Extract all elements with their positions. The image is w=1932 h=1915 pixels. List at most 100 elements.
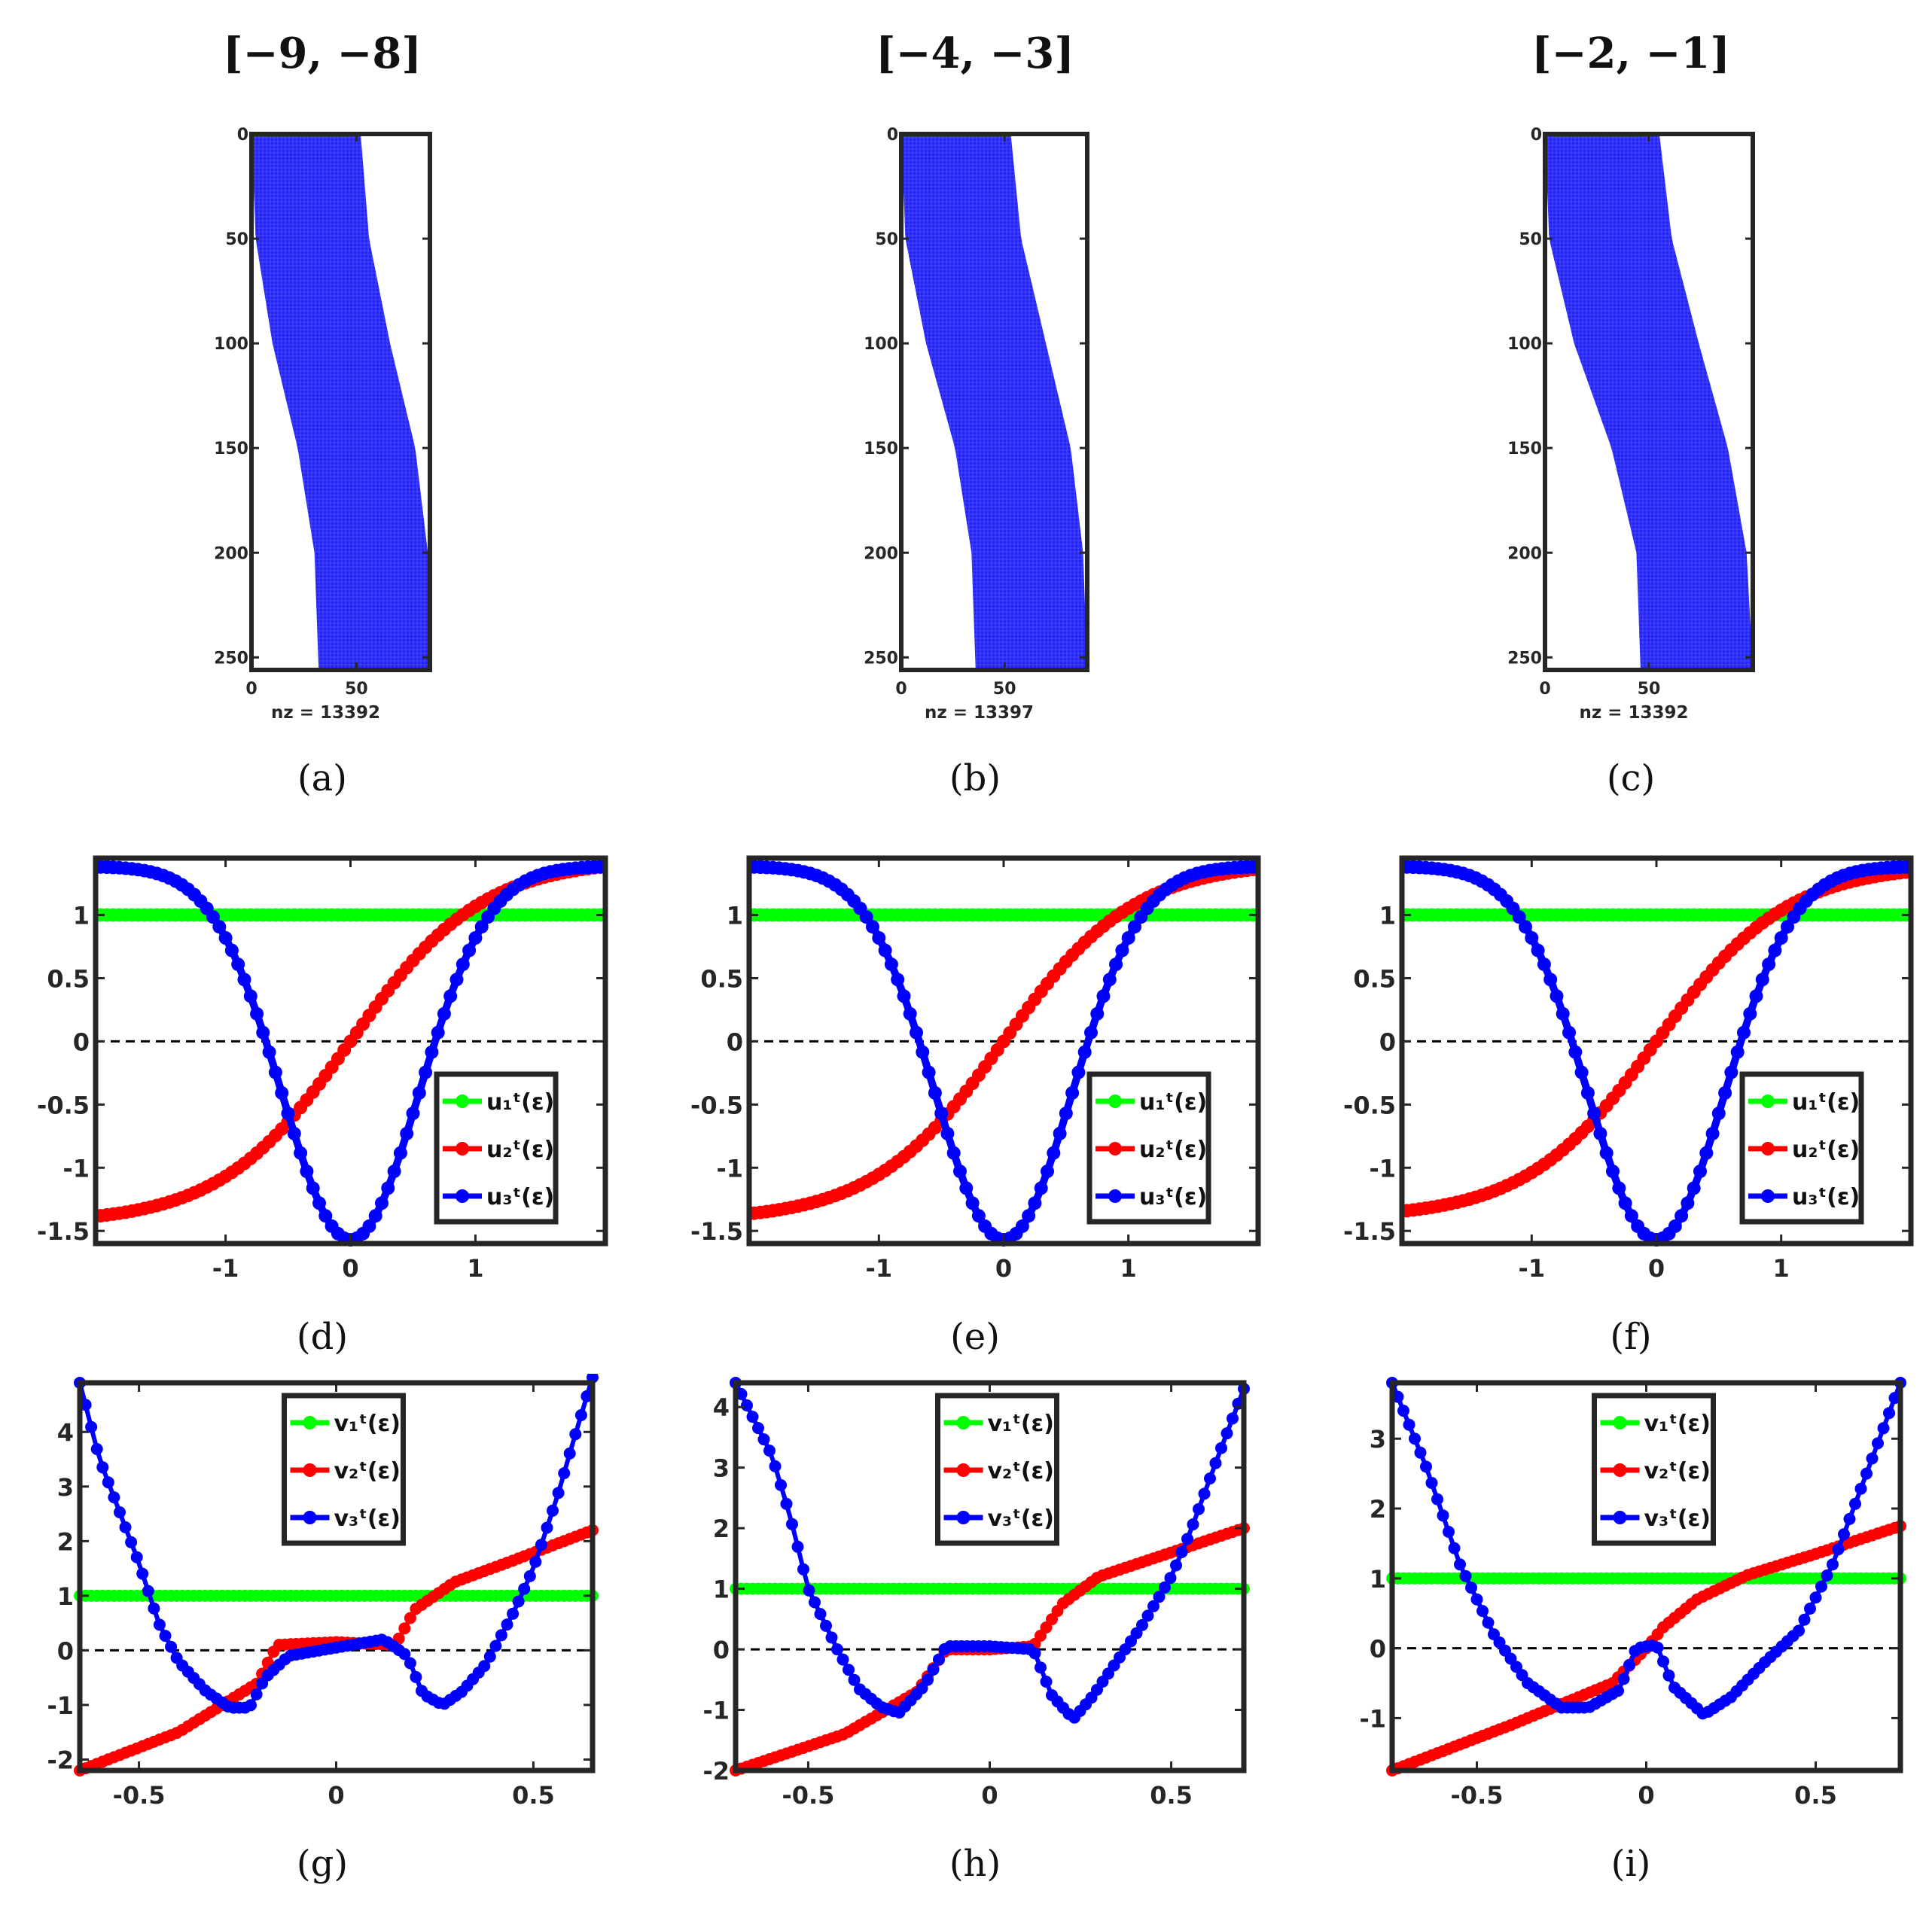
data-point bbox=[1028, 1647, 1041, 1660]
data-point bbox=[218, 931, 233, 945]
data-point bbox=[1612, 1181, 1626, 1195]
data-point bbox=[1662, 1669, 1675, 1682]
data-point bbox=[848, 1673, 861, 1686]
y-tick-label: 100 bbox=[214, 335, 248, 354]
y-tick-label: 100 bbox=[864, 335, 898, 354]
data-point bbox=[1198, 1487, 1211, 1500]
panel-caption: (g) bbox=[297, 1843, 348, 1885]
data-point bbox=[456, 958, 470, 972]
line-panel-i: -1 0 1 2 3 -0.5 0 0.5 v₁ᵗ(ε) v₂ᵗ(ε) v₃ᵗ(ε) (i) bbox=[1359, 1377, 1906, 1885]
x-tick-label: 0 bbox=[245, 680, 257, 699]
data-point bbox=[1832, 1543, 1845, 1556]
data-point bbox=[501, 1618, 513, 1631]
data-point bbox=[1749, 989, 1763, 1003]
data-point bbox=[419, 1065, 433, 1079]
x-tick-label: 0.5 bbox=[1150, 1781, 1193, 1810]
legend-label: v₁ᵗ(ε) bbox=[1644, 1411, 1711, 1437]
data-point bbox=[368, 1209, 382, 1223]
data-point bbox=[1612, 1685, 1624, 1697]
data-point bbox=[294, 1146, 308, 1160]
panel-caption: (a) bbox=[297, 757, 347, 799]
data-point bbox=[563, 1447, 576, 1460]
legend: u₁ᵗ(ε) u₂ᵗ(ε) u₃ᵗ(ε) bbox=[1086, 1071, 1211, 1225]
data-point bbox=[1693, 1165, 1707, 1179]
legend-label: u₃ᵗ(ε) bbox=[1139, 1184, 1207, 1210]
data-point bbox=[474, 920, 489, 934]
legend-label: v₁ᵗ(ε) bbox=[334, 1411, 401, 1437]
data-point bbox=[1687, 1181, 1701, 1195]
y-tick-label: 0 bbox=[57, 1636, 74, 1665]
data-point bbox=[1059, 1107, 1073, 1121]
data-point bbox=[1593, 1126, 1607, 1140]
data-point bbox=[462, 943, 477, 958]
legend-swatch-marker bbox=[1761, 1095, 1775, 1108]
data-point bbox=[959, 1181, 974, 1195]
y-tick-label: 3 bbox=[713, 1454, 730, 1483]
x-tick-label: -1 bbox=[1519, 1254, 1546, 1283]
legend-label: u₂ᵗ(ε) bbox=[1792, 1137, 1860, 1163]
y-tick-label: 100 bbox=[1507, 335, 1542, 354]
data-point bbox=[922, 1673, 934, 1686]
data-point bbox=[558, 1467, 571, 1480]
data-point bbox=[468, 931, 483, 945]
panel-caption: (c) bbox=[1607, 757, 1655, 799]
spy-panel-b: 0 50 100 150 200 250 0 50 nz = 13397 [−4, −3] (b) bbox=[864, 29, 1089, 799]
data-point bbox=[775, 1478, 787, 1491]
y-tick-label: 0 bbox=[1370, 1635, 1386, 1664]
data-point bbox=[1437, 1509, 1449, 1522]
legend-label: v₂ᵗ(ε) bbox=[988, 1458, 1054, 1484]
data-point bbox=[1420, 1460, 1432, 1473]
y-tick-label: 150 bbox=[214, 440, 248, 458]
legend-label: u₁ᵗ(ε) bbox=[486, 1089, 554, 1116]
data-point bbox=[1170, 1559, 1182, 1572]
data-point bbox=[1454, 1558, 1466, 1571]
data-point bbox=[224, 943, 239, 958]
x-tick-label: 0 bbox=[1648, 1254, 1665, 1283]
data-point bbox=[114, 1506, 126, 1518]
y-tick-label: -1.5 bbox=[37, 1217, 90, 1246]
legend-swatch-marker bbox=[1613, 1463, 1627, 1477]
data-point bbox=[1153, 1591, 1166, 1603]
data-point bbox=[1065, 1085, 1080, 1100]
y-tick-label: -1 bbox=[62, 1154, 90, 1183]
data-point bbox=[1531, 943, 1545, 958]
data-point bbox=[1034, 1181, 1048, 1195]
data-point bbox=[1115, 943, 1129, 958]
data-point bbox=[1084, 1025, 1098, 1040]
data-point bbox=[425, 1045, 439, 1059]
data-point bbox=[387, 1165, 401, 1179]
data-point bbox=[916, 1682, 928, 1694]
data-point bbox=[410, 1670, 422, 1683]
data-point bbox=[306, 1181, 320, 1195]
data-point bbox=[757, 1433, 770, 1446]
series-1 bbox=[1400, 908, 1913, 922]
data-point bbox=[1028, 1196, 1042, 1210]
y-tick-label: 2 bbox=[57, 1527, 74, 1556]
data-point bbox=[231, 958, 245, 972]
data-point bbox=[1668, 1219, 1682, 1233]
data-point bbox=[90, 1443, 103, 1455]
data-point bbox=[752, 1422, 764, 1435]
data-point bbox=[797, 1563, 809, 1576]
data-point bbox=[1459, 1569, 1472, 1582]
data-point bbox=[1550, 989, 1564, 1003]
data-point bbox=[431, 1025, 445, 1040]
data-point bbox=[1798, 1613, 1811, 1626]
data-point bbox=[1403, 1418, 1415, 1431]
data-point bbox=[1121, 931, 1135, 945]
data-point bbox=[1512, 910, 1526, 924]
data-point bbox=[1015, 1219, 1029, 1233]
legend: v₁ᵗ(ε) v₂ᵗ(ε) v₃ᵗ(ε) bbox=[282, 1393, 406, 1546]
data-point bbox=[965, 1196, 980, 1210]
panel-title: [−4, −3] bbox=[876, 29, 1074, 78]
data-point bbox=[1681, 1196, 1695, 1210]
data-point bbox=[878, 943, 892, 958]
data-point bbox=[1159, 1581, 1171, 1594]
data-point bbox=[1793, 1624, 1805, 1637]
data-point bbox=[406, 1107, 420, 1121]
data-point bbox=[1606, 1165, 1620, 1179]
data-point bbox=[1187, 1518, 1199, 1531]
data-point bbox=[256, 1025, 270, 1040]
data-point bbox=[1537, 958, 1551, 972]
y-tick-label: 1 bbox=[1379, 902, 1396, 930]
